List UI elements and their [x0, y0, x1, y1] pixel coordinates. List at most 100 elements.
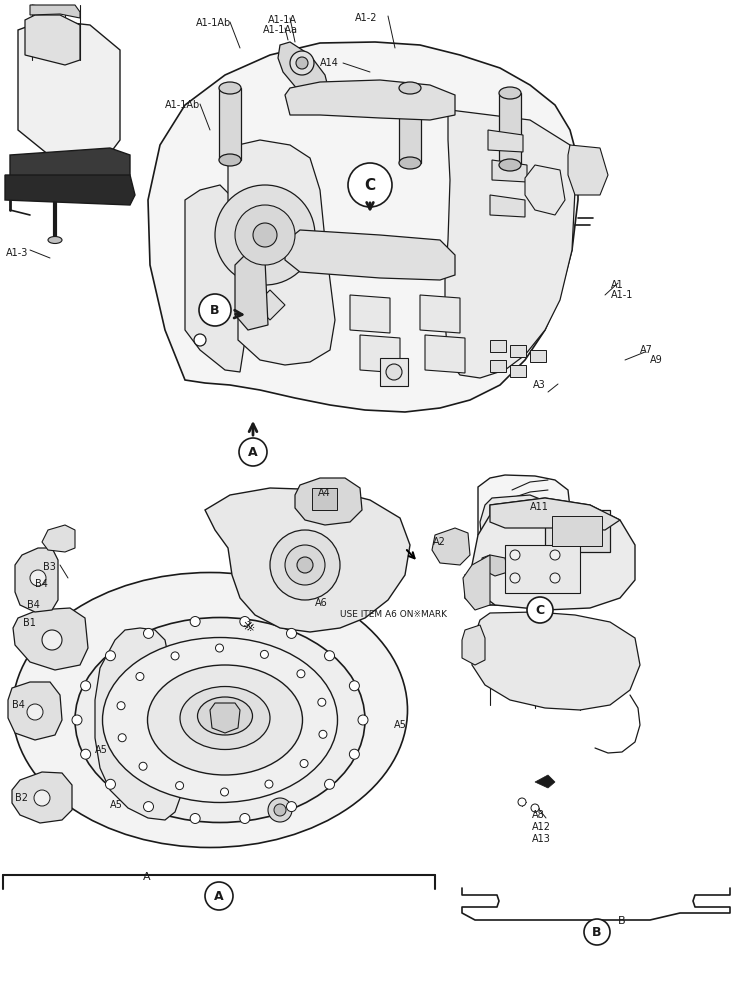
- Circle shape: [518, 798, 526, 806]
- Circle shape: [325, 779, 334, 789]
- Text: A14: A14: [320, 58, 339, 68]
- Circle shape: [550, 550, 560, 560]
- Polygon shape: [535, 775, 555, 788]
- Circle shape: [199, 294, 231, 326]
- Text: A7: A7: [640, 345, 653, 355]
- Polygon shape: [285, 230, 455, 280]
- Circle shape: [221, 788, 229, 796]
- Polygon shape: [235, 255, 268, 330]
- Circle shape: [286, 802, 297, 812]
- Text: A1-1Aa: A1-1Aa: [263, 25, 298, 35]
- Polygon shape: [360, 335, 400, 373]
- Bar: [545, 510, 610, 552]
- Circle shape: [584, 919, 610, 945]
- Bar: [490, 340, 506, 352]
- Circle shape: [286, 628, 297, 638]
- Polygon shape: [490, 195, 525, 217]
- Text: A2: A2: [433, 537, 446, 547]
- Text: B3: B3: [43, 562, 56, 572]
- Polygon shape: [488, 130, 523, 152]
- Text: A1-1A: A1-1A: [268, 15, 297, 25]
- Polygon shape: [42, 525, 75, 552]
- Polygon shape: [95, 628, 180, 820]
- Ellipse shape: [219, 154, 241, 166]
- Text: B4: B4: [27, 600, 40, 610]
- Circle shape: [348, 163, 392, 207]
- Text: B4: B4: [35, 579, 48, 589]
- Bar: [490, 360, 506, 372]
- Ellipse shape: [75, 617, 365, 822]
- Circle shape: [300, 760, 308, 768]
- Circle shape: [297, 557, 313, 573]
- Circle shape: [205, 882, 233, 910]
- Text: A9: A9: [650, 355, 663, 365]
- Text: B: B: [592, 926, 602, 938]
- Polygon shape: [490, 498, 620, 530]
- Ellipse shape: [219, 82, 241, 94]
- Text: A5: A5: [95, 745, 108, 755]
- Bar: [505, 545, 580, 593]
- Polygon shape: [255, 290, 285, 320]
- Polygon shape: [525, 165, 565, 215]
- Polygon shape: [13, 608, 88, 670]
- Text: A5: A5: [110, 800, 123, 810]
- Text: B2: B2: [15, 793, 28, 803]
- Polygon shape: [12, 772, 72, 823]
- Text: A13: A13: [532, 834, 551, 844]
- Circle shape: [268, 798, 292, 822]
- Polygon shape: [295, 478, 362, 525]
- Polygon shape: [285, 80, 455, 120]
- Circle shape: [325, 651, 334, 661]
- Circle shape: [265, 780, 273, 788]
- Text: A: A: [214, 890, 223, 902]
- Circle shape: [510, 573, 520, 583]
- Circle shape: [239, 438, 267, 466]
- Polygon shape: [185, 185, 245, 372]
- Text: C: C: [536, 603, 545, 616]
- Polygon shape: [445, 110, 575, 378]
- Polygon shape: [492, 160, 527, 182]
- Ellipse shape: [48, 236, 62, 243]
- Polygon shape: [420, 295, 460, 333]
- Text: A8: A8: [532, 810, 545, 820]
- Circle shape: [106, 779, 115, 789]
- Ellipse shape: [147, 665, 303, 775]
- Polygon shape: [8, 682, 62, 740]
- Circle shape: [190, 813, 200, 823]
- Circle shape: [190, 617, 200, 627]
- Circle shape: [349, 681, 360, 691]
- Circle shape: [235, 205, 295, 265]
- Polygon shape: [463, 555, 490, 610]
- Circle shape: [81, 681, 90, 691]
- Circle shape: [215, 185, 315, 285]
- Polygon shape: [482, 555, 508, 576]
- Polygon shape: [472, 612, 640, 710]
- Polygon shape: [472, 498, 635, 610]
- Circle shape: [194, 334, 206, 346]
- Polygon shape: [568, 145, 608, 195]
- Polygon shape: [278, 42, 330, 100]
- Circle shape: [81, 749, 90, 759]
- Circle shape: [240, 617, 250, 627]
- Circle shape: [136, 672, 144, 680]
- Bar: [380, 358, 408, 386]
- Ellipse shape: [499, 87, 521, 99]
- Circle shape: [290, 51, 314, 75]
- Text: C: C: [364, 178, 376, 192]
- Circle shape: [285, 545, 325, 585]
- Circle shape: [386, 364, 402, 380]
- Text: A1-1Ab: A1-1Ab: [165, 100, 201, 110]
- Circle shape: [358, 715, 368, 725]
- Text: A11: A11: [530, 502, 549, 512]
- Circle shape: [175, 782, 184, 790]
- Polygon shape: [18, 20, 120, 160]
- Text: A4: A4: [318, 488, 331, 498]
- Circle shape: [72, 715, 82, 725]
- Ellipse shape: [13, 572, 408, 848]
- Polygon shape: [432, 528, 470, 565]
- Ellipse shape: [399, 82, 421, 94]
- Circle shape: [296, 57, 308, 69]
- Text: A1-3: A1-3: [6, 248, 28, 258]
- Circle shape: [106, 651, 115, 661]
- Bar: [399, 88, 421, 163]
